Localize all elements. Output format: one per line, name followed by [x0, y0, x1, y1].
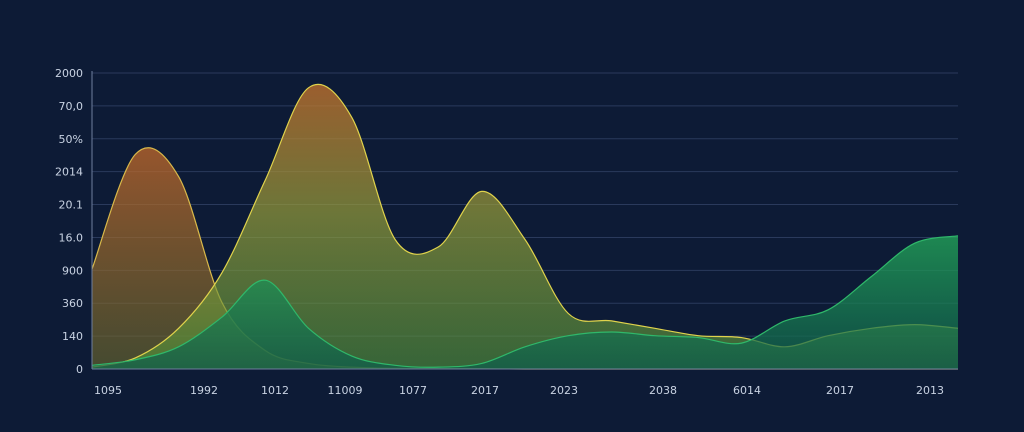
y-tick-label: 16.0: [59, 231, 84, 244]
x-tick-label: 6014: [733, 384, 761, 397]
y-tick-label: 2000: [55, 67, 83, 80]
y-tick-label: 50%: [59, 133, 83, 146]
x-tick-label: 2017: [471, 384, 499, 397]
x-tick-label: 11009: [328, 384, 363, 397]
x-tick-label: 2023: [550, 384, 578, 397]
x-tick-label: 2017: [826, 384, 854, 397]
x-tick-label: 1992: [190, 384, 218, 397]
y-tick-label: 900: [62, 264, 83, 277]
series-area-3: [92, 235, 958, 369]
y-tick-label: 2014: [55, 166, 83, 179]
y-axis-ticks: 0 140 360 900 16.0 20.1 2014 50% 70,0 2000: [55, 67, 83, 376]
y-tick-label: 20.1: [59, 199, 84, 212]
series-areas: [91, 83, 959, 370]
axes: [91, 71, 958, 370]
x-tick-label: 2038: [649, 384, 677, 397]
x-tick-label: 2013: [916, 384, 944, 397]
x-tick-label: 1077: [399, 384, 427, 397]
x-tick-label: 1095: [94, 384, 122, 397]
series-line-3: [91, 235, 959, 368]
y-tick-label: 140: [62, 330, 83, 343]
x-axis-ticks: 1095 1992 1012 11009 1077 2017 2023 2038 6014 201…: [94, 384, 944, 397]
y-tick-label: 0: [76, 363, 83, 376]
series-area-2: [92, 84, 958, 370]
x-tick-label: 1012: [261, 384, 289, 397]
y-tick-label: 360: [62, 297, 83, 310]
y-tick-label: 70,0: [59, 100, 84, 113]
